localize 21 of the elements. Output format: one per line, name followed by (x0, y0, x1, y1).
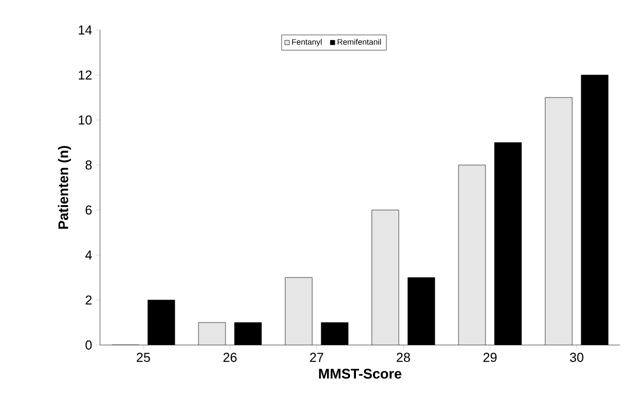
x-tick-label: 27 (310, 352, 324, 362)
x-tick-label: 28 (396, 352, 410, 362)
bar (285, 278, 312, 345)
y-axis-title: Patienten (n) (58, 146, 71, 229)
bar (198, 322, 226, 345)
y-tick-label: 2 (86, 295, 92, 305)
bar (458, 165, 486, 345)
x-tick-label: 25 (136, 352, 150, 362)
y-tick-label: 6 (86, 205, 92, 215)
y-tick-label: 0 (86, 340, 92, 350)
x-tick-label: 29 (483, 352, 497, 362)
y-tick-label: 14 (78, 26, 92, 34)
bar (544, 97, 572, 345)
bar (372, 210, 399, 345)
y-tick-label: 8 (86, 160, 92, 170)
y-tick-label: 10 (78, 115, 92, 125)
y-tick-label: 12 (78, 70, 92, 80)
x-tick-label: 26 (223, 352, 237, 362)
x-axis-title: MMST-Score (319, 368, 402, 379)
x-tick-label: 30 (570, 352, 584, 362)
y-tick-label: 4 (85, 250, 92, 260)
